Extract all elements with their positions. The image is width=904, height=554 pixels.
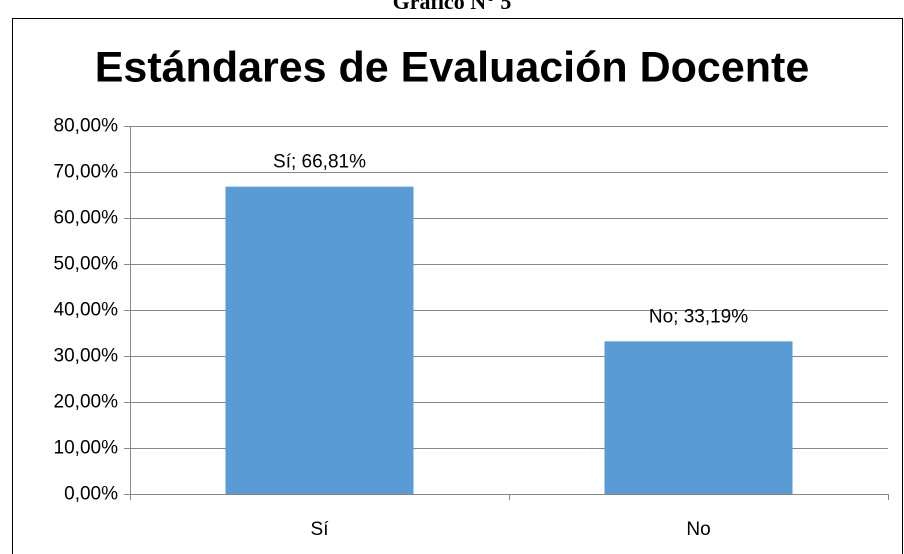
chart-title: Estándares de Evaluación Docente: [95, 43, 810, 91]
x-tick-label: No: [686, 519, 710, 540]
figure-caption: Gráfico N° 5: [393, 0, 512, 14]
data-label: No; 33,19%: [649, 306, 748, 327]
y-tick-label: 50,00%: [54, 254, 119, 275]
y-tick-label: 40,00%: [54, 300, 119, 321]
y-tick-label: 80,00%: [54, 116, 119, 137]
y-tick-label: 20,00%: [54, 392, 119, 413]
x-tick-label: Sí: [311, 519, 330, 540]
y-tick-label: 30,00%: [54, 346, 119, 367]
y-tick-label: 10,00%: [54, 438, 119, 459]
y-tick-label: 70,00%: [54, 162, 119, 183]
data-label: Sí; 66,81%: [273, 152, 366, 173]
y-tick-label: 0,00%: [64, 484, 118, 505]
bar: [604, 341, 793, 494]
bar: [225, 186, 414, 494]
y-tick-label: 60,00%: [54, 208, 119, 229]
